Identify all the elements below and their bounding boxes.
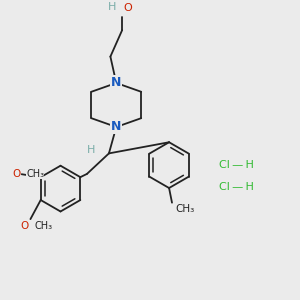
Text: N: N [111,76,122,89]
Text: O: O [12,169,20,179]
Text: CH₃: CH₃ [26,169,44,179]
Text: N: N [111,121,122,134]
Text: Cl — H: Cl — H [219,182,254,192]
Text: H: H [87,146,95,155]
Text: CH₃: CH₃ [175,203,194,214]
Text: O: O [124,3,132,13]
Text: H: H [108,2,116,12]
Text: O: O [21,220,29,231]
Text: CH₃: CH₃ [35,220,53,231]
Text: Cl — H: Cl — H [219,160,254,170]
